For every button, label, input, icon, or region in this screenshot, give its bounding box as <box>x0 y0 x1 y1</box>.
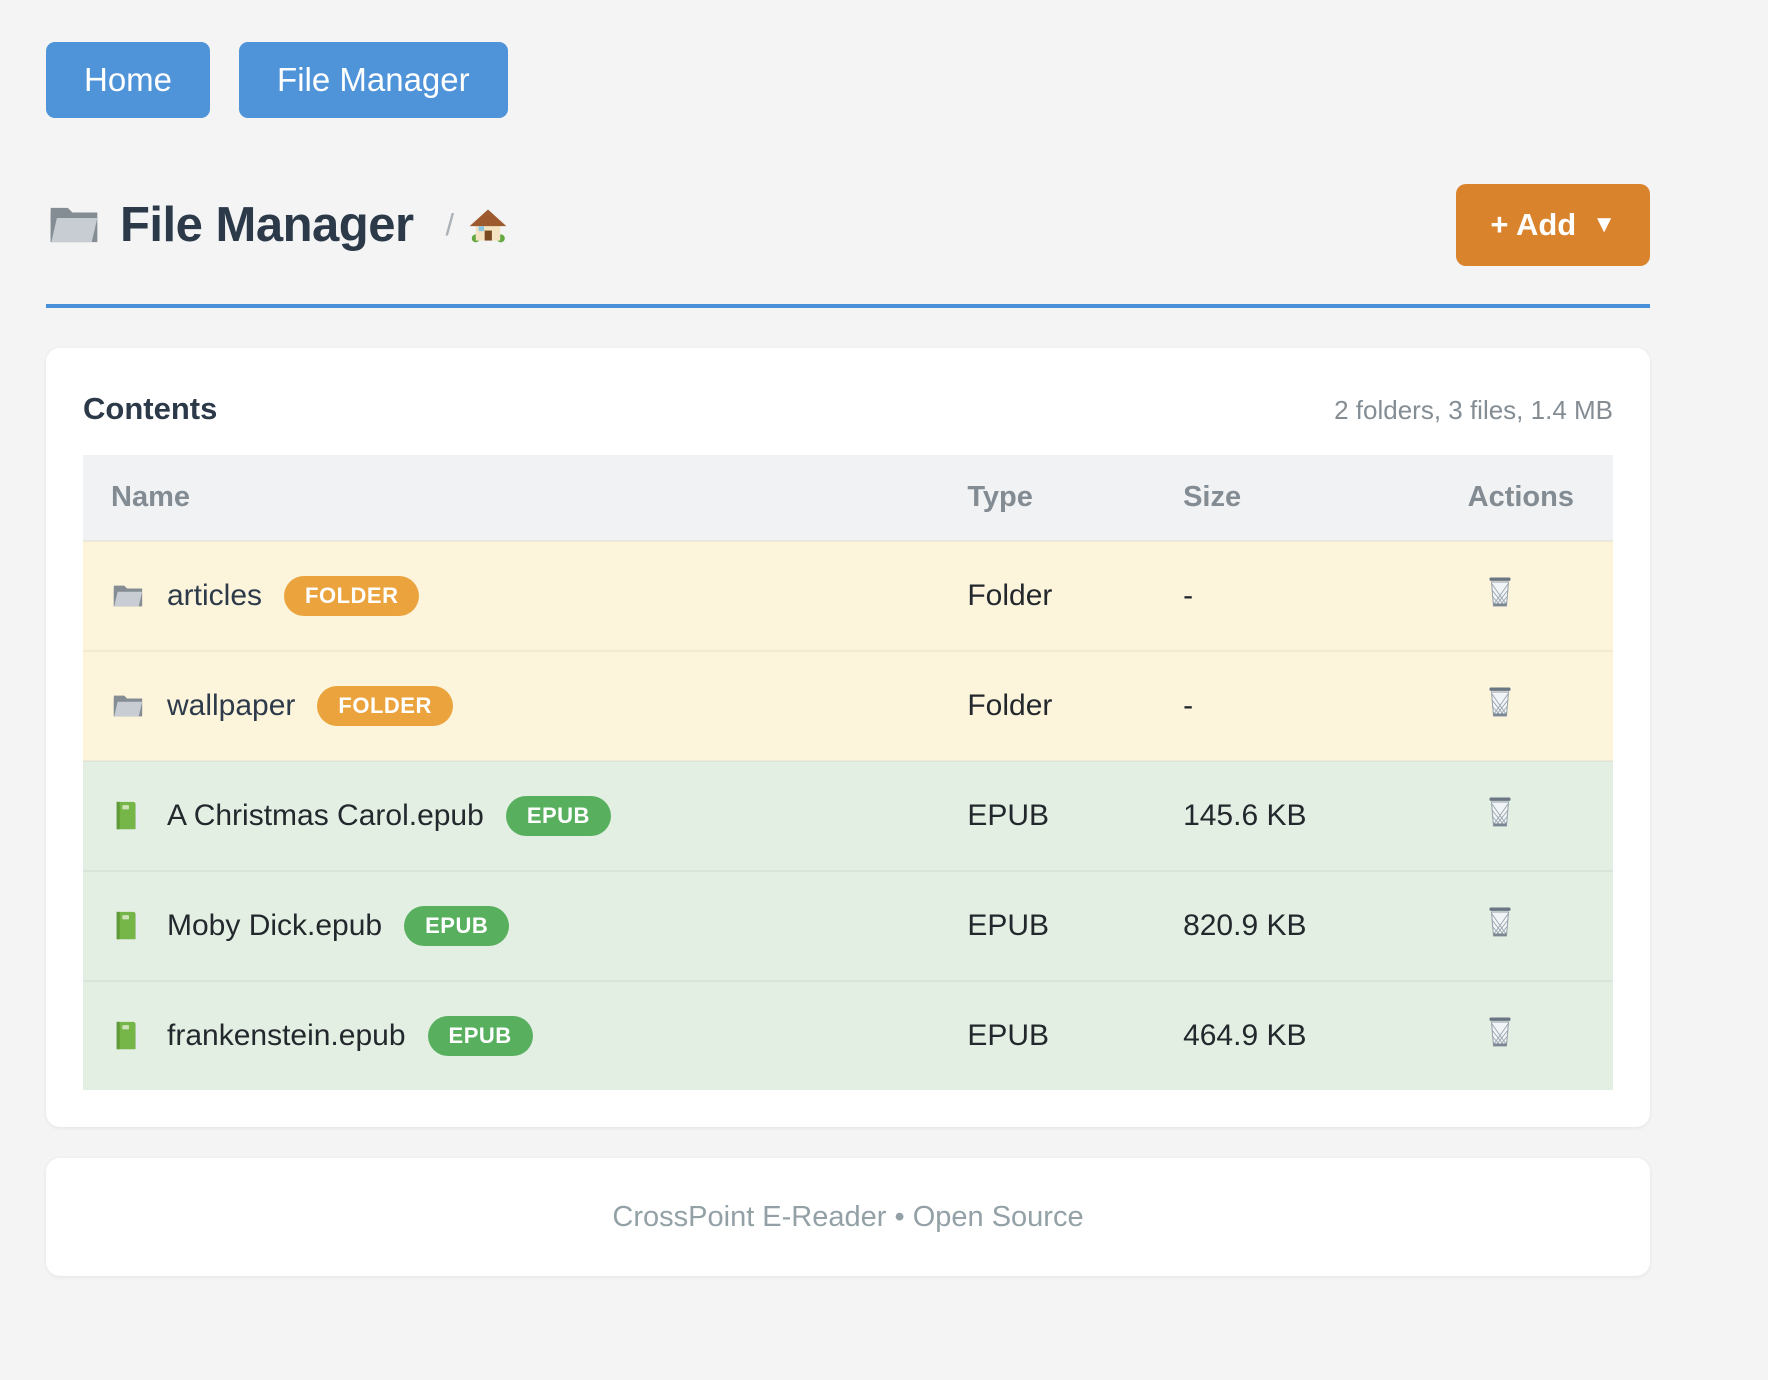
footer-card: CrossPoint E-Reader • Open Source <box>46 1158 1650 1276</box>
entry-size: 820.9 KB <box>1183 909 1307 942</box>
table-row[interactable]: Moby Dick.epub EPUB EPUB 820.9 KB <box>83 871 1613 981</box>
trash-icon <box>1482 794 1518 830</box>
book-icon <box>111 909 145 943</box>
table-row[interactable]: wallpaper FOLDER Folder - <box>83 651 1613 761</box>
footer-text: CrossPoint E-Reader • Open Source <box>612 1200 1084 1233</box>
column-header-name: Name <box>83 455 968 541</box>
page: Home File Manager File Manager / + Add ▼… <box>46 42 1650 1276</box>
title-group: File Manager / <box>46 197 508 253</box>
column-header-type: Type <box>967 455 1184 541</box>
entry-size: - <box>1183 689 1194 722</box>
top-nav: Home File Manager <box>46 42 1650 118</box>
entry-type: Folder <box>967 579 1053 612</box>
page-title: File Manager <box>120 198 414 252</box>
add-button[interactable]: + Add ▼ <box>1456 184 1650 266</box>
delete-button[interactable] <box>1482 1014 1518 1050</box>
add-button-label: + Add <box>1490 207 1577 242</box>
trash-icon <box>1482 1014 1518 1050</box>
entry-type: EPUB <box>967 799 1050 832</box>
column-header-actions: Actions <box>1467 455 1613 541</box>
delete-button[interactable] <box>1482 794 1518 830</box>
entry-size: 145.6 KB <box>1183 799 1307 832</box>
trash-icon <box>1482 904 1518 940</box>
folder-icon <box>46 197 102 253</box>
table-row[interactable]: frankenstein.epub EPUB EPUB 464.9 KB <box>83 981 1613 1090</box>
table-row[interactable]: articles FOLDER Folder - <box>83 541 1613 651</box>
breadcrumb-separator: / <box>445 207 455 242</box>
folder-icon <box>111 579 145 613</box>
chevron-down-icon: ▼ <box>1592 211 1616 238</box>
trash-icon <box>1482 684 1518 720</box>
title-divider <box>46 304 1650 308</box>
contents-title: Contents <box>83 391 218 426</box>
delete-button[interactable] <box>1482 574 1518 610</box>
entry-name[interactable]: Moby Dick.epub <box>167 909 383 942</box>
entry-name[interactable]: wallpaper <box>167 689 296 722</box>
type-badge: EPUB <box>427 1016 533 1056</box>
trash-icon <box>1482 574 1518 610</box>
delete-button[interactable] <box>1482 684 1518 720</box>
entry-type: EPUB <box>967 909 1050 942</box>
delete-button[interactable] <box>1482 904 1518 940</box>
entry-size: - <box>1183 579 1194 612</box>
book-icon <box>111 1019 145 1053</box>
type-badge: EPUB <box>505 796 611 836</box>
column-header-size: Size <box>1183 455 1468 541</box>
home-button[interactable]: Home <box>46 42 211 118</box>
entry-size: 464.9 KB <box>1183 1019 1307 1052</box>
type-badge: EPUB <box>404 906 510 946</box>
table-row[interactable]: A Christmas Carol.epub EPUB EPUB 145.6 K… <box>83 761 1613 871</box>
contents-card-header: Contents 2 folders, 3 files, 1.4 MB <box>83 385 1613 427</box>
entry-name[interactable]: frankenstein.epub <box>167 1019 406 1052</box>
entry-type: Folder <box>967 689 1053 722</box>
entry-type: EPUB <box>967 1019 1050 1052</box>
files-table: Name Type Size Actions articles FOLDER F… <box>83 455 1613 1090</box>
entry-name[interactable]: articles <box>167 579 263 612</box>
type-badge: FOLDER <box>284 576 420 616</box>
entry-name[interactable]: A Christmas Carol.epub <box>167 799 484 832</box>
book-icon <box>111 799 145 833</box>
house-icon[interactable] <box>468 205 508 245</box>
breadcrumb: / <box>446 205 509 245</box>
table-header-row: Name Type Size Actions <box>83 455 1613 541</box>
type-badge: FOLDER <box>317 686 453 726</box>
table-body: articles FOLDER Folder - wallpaper FOLDE… <box>83 541 1613 1090</box>
page-header: File Manager / + Add ▼ <box>46 184 1650 266</box>
contents-card: Contents 2 folders, 3 files, 1.4 MB Name… <box>46 348 1650 1127</box>
contents-summary: 2 folders, 3 files, 1.4 MB <box>1334 395 1613 425</box>
file-manager-button[interactable]: File Manager <box>239 42 508 118</box>
folder-icon <box>111 689 145 723</box>
